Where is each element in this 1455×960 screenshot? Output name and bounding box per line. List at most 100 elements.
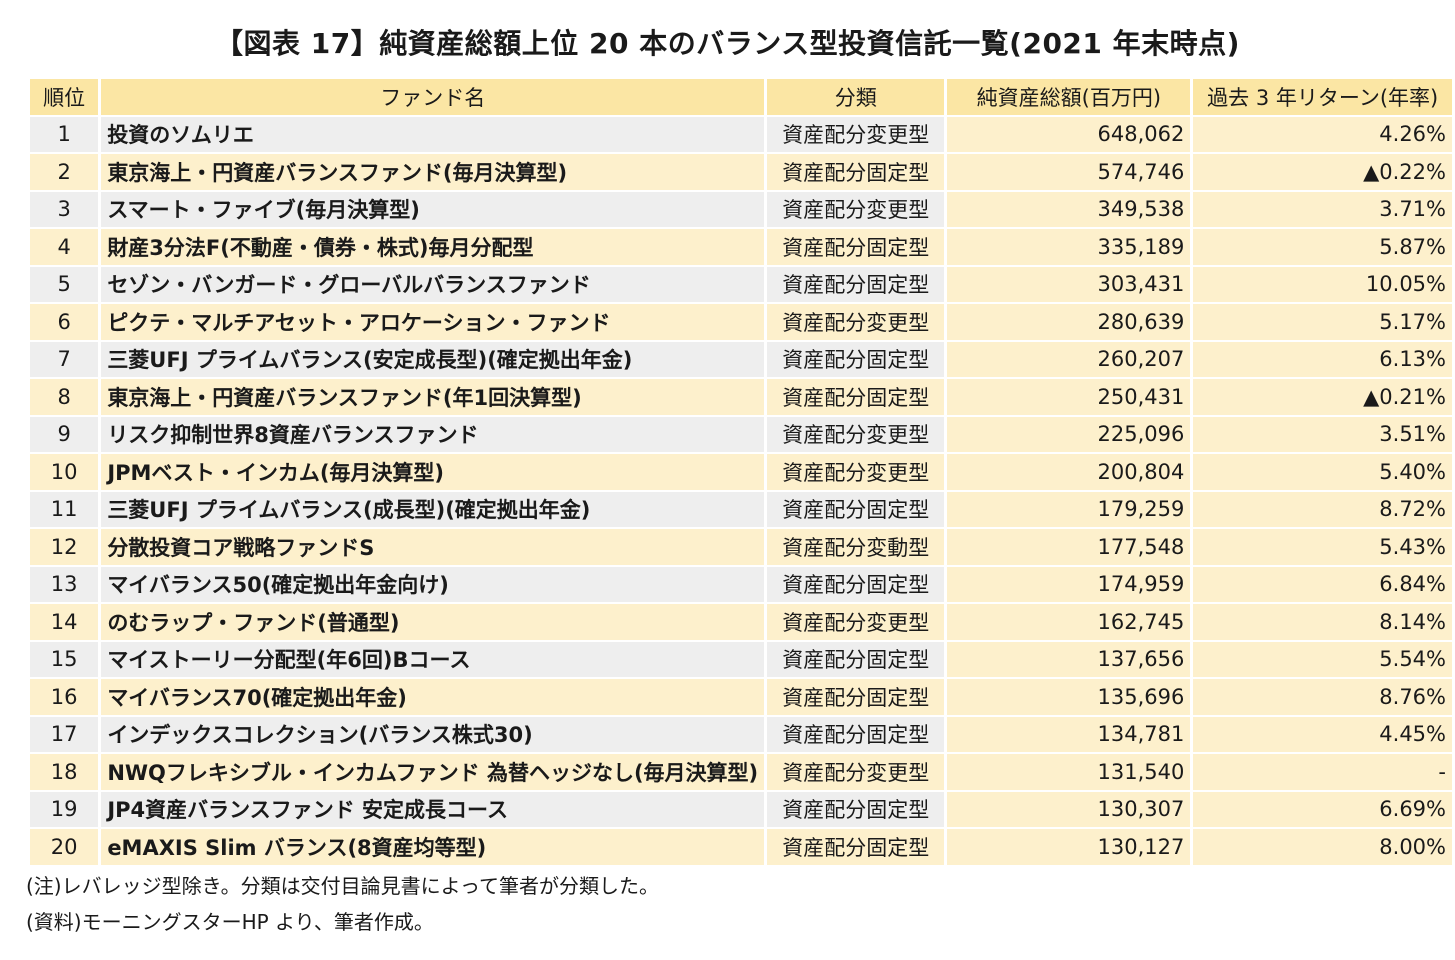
table-row: 8 東京海上・円資産バランスファンド(年1回決算型) 資産配分固定型 250,431 ▲… bbox=[30, 379, 1452, 415]
header-return: 過去 3 年リターン(年率) bbox=[1193, 79, 1452, 115]
return-cell: 5.17% bbox=[1193, 304, 1452, 340]
table-row: 17 インデックスコレクション(バランス株式30) 資産配分固定型 134,781 4.… bbox=[30, 716, 1452, 752]
fund-name-cell: 三菱UFJ プライムバランス(安定成長型)(確定拠出年金) bbox=[101, 341, 765, 377]
category-cell: 資産配分固定型 bbox=[767, 379, 945, 415]
fund-name-cell: 東京海上・円資産バランスファンド(年1回決算型) bbox=[101, 379, 765, 415]
category-cell: 資産配分変更型 bbox=[767, 754, 945, 790]
net-assets-cell: 177,548 bbox=[947, 529, 1191, 565]
category-cell: 資産配分固定型 bbox=[767, 791, 945, 827]
category-cell: 資産配分固定型 bbox=[767, 566, 945, 602]
rank-cell: 12 bbox=[30, 529, 99, 565]
return-cell: 6.13% bbox=[1193, 341, 1452, 377]
fund-name-cell: セゾン・バンガード・グローバルバランスファンド bbox=[101, 266, 765, 302]
table-row: 5 セゾン・バンガード・グローバルバランスファンド 資産配分固定型 303,431 10… bbox=[30, 266, 1452, 302]
return-cell: - bbox=[1193, 754, 1452, 790]
table-row: 19 JP4資産バランスファンド 安定成長コース 資産配分固定型 130,307 6.6… bbox=[30, 791, 1452, 827]
return-cell: 8.72% bbox=[1193, 491, 1452, 527]
table-row: 11 三菱UFJ プライムバランス(成長型)(確定拠出年金) 資産配分固定型 179,… bbox=[30, 491, 1452, 527]
rank-cell: 13 bbox=[30, 566, 99, 602]
return-cell: ▲0.22% bbox=[1193, 154, 1452, 190]
fund-name-cell: 東京海上・円資産バランスファンド(毎月決算型) bbox=[101, 154, 765, 190]
category-cell: 資産配分変更型 bbox=[767, 416, 945, 452]
page-title: 【図表 17】純資産総額上位 20 本のバランス型投資信託一覧(2021 年末時… bbox=[215, 27, 1240, 60]
net-assets-cell: 135,696 bbox=[947, 679, 1191, 715]
category-cell: 資産配分変更型 bbox=[767, 191, 945, 227]
header-net-assets: 純資産総額(百万円) bbox=[947, 79, 1191, 115]
rank-cell: 9 bbox=[30, 416, 99, 452]
table-row: 10 JPMベスト・インカム(毎月決算型) 資産配分変更型 200,804 5.40% bbox=[30, 454, 1452, 490]
footnote: (注)レバレッジ型除き。分類は交付目論見書によって筆者が分類した。 bbox=[26, 874, 660, 898]
table-row: 2 東京海上・円資産バランスファンド(毎月決算型) 資産配分固定型 574,746 ▲0… bbox=[30, 154, 1452, 190]
table-row: 3 スマート・ファイブ(毎月決算型) 資産配分変更型 349,538 3.71% bbox=[30, 191, 1452, 227]
fund-name-cell: eMAXIS Slim バランス(8資産均等型) bbox=[101, 829, 765, 865]
return-cell: 5.43% bbox=[1193, 529, 1452, 565]
category-cell: 資産配分固定型 bbox=[767, 154, 945, 190]
fund-name-cell: インデックスコレクション(バランス株式30) bbox=[101, 716, 765, 752]
net-assets-cell: 200,804 bbox=[947, 454, 1191, 490]
rank-cell: 19 bbox=[30, 791, 99, 827]
fund-name-cell: NWQフレキシブル・インカムファンド 為替ヘッジなし(毎月決算型) bbox=[101, 754, 765, 790]
return-cell: 3.51% bbox=[1193, 416, 1452, 452]
table-row: 7 三菱UFJ プライムバランス(安定成長型)(確定拠出年金) 資産配分固定型 260… bbox=[30, 341, 1452, 377]
category-cell: 資産配分変更型 bbox=[767, 304, 945, 340]
rank-cell: 7 bbox=[30, 341, 99, 377]
category-cell: 資産配分変更型 bbox=[767, 454, 945, 490]
table-row: 12 分散投資コア戦略ファンドS 資産配分変動型 177,548 5.43% bbox=[30, 529, 1452, 565]
return-cell: 5.40% bbox=[1193, 454, 1452, 490]
rank-cell: 14 bbox=[30, 604, 99, 640]
net-assets-cell: 335,189 bbox=[947, 229, 1191, 265]
table-row: 16 マイバランス70(確定拠出年金) 資産配分固定型 135,696 8.76% bbox=[30, 679, 1452, 715]
fund-name-cell: のむラップ・ファンド(普通型) bbox=[101, 604, 765, 640]
table-row: 15 マイストーリー分配型(年6回)Bコース 資産配分固定型 137,656 5.54% bbox=[30, 641, 1452, 677]
rank-cell: 8 bbox=[30, 379, 99, 415]
net-assets-cell: 225,096 bbox=[947, 416, 1191, 452]
net-assets-cell: 349,538 bbox=[947, 191, 1191, 227]
category-cell: 資産配分変更型 bbox=[767, 116, 945, 152]
net-assets-cell: 162,745 bbox=[947, 604, 1191, 640]
rank-cell: 17 bbox=[30, 716, 99, 752]
net-assets-cell: 131,540 bbox=[947, 754, 1191, 790]
header-fund-name: ファンド名 bbox=[101, 79, 765, 115]
net-assets-cell: 303,431 bbox=[947, 266, 1191, 302]
fund-name-cell: JP4資産バランスファンド 安定成長コース bbox=[101, 791, 765, 827]
rank-cell: 16 bbox=[30, 679, 99, 715]
table-body: 1 投資のソムリエ 資産配分変更型 648,062 4.26% 2 東京海上・円資産バランス… bbox=[30, 116, 1452, 865]
net-assets-cell: 137,656 bbox=[947, 641, 1191, 677]
header-rank: 順位 bbox=[30, 79, 99, 115]
rank-cell: 18 bbox=[30, 754, 99, 790]
category-cell: 資産配分固定型 bbox=[767, 491, 945, 527]
return-cell: 6.69% bbox=[1193, 791, 1452, 827]
net-assets-cell: 250,431 bbox=[947, 379, 1191, 415]
return-cell: 4.26% bbox=[1193, 116, 1452, 152]
rank-cell: 3 bbox=[30, 191, 99, 227]
rank-cell: 5 bbox=[30, 266, 99, 302]
table-row: 6 ピクテ・マルチアセット・アロケーション・ファンド 資産配分変更型 280,639 5… bbox=[30, 304, 1452, 340]
category-cell: 資産配分固定型 bbox=[767, 641, 945, 677]
return-cell: 6.84% bbox=[1193, 566, 1452, 602]
net-assets-cell: 134,781 bbox=[947, 716, 1191, 752]
rank-cell: 1 bbox=[30, 116, 99, 152]
table-row: 13 マイバランス50(確定拠出年金向け) 資産配分固定型 174,959 6.84% bbox=[30, 566, 1452, 602]
net-assets-cell: 130,127 bbox=[947, 829, 1191, 865]
return-cell: 5.87% bbox=[1193, 229, 1452, 265]
category-cell: 資産配分変更型 bbox=[767, 604, 945, 640]
return-cell: ▲0.21% bbox=[1193, 379, 1452, 415]
return-cell: 8.76% bbox=[1193, 679, 1452, 715]
net-assets-cell: 648,062 bbox=[947, 116, 1191, 152]
rank-cell: 2 bbox=[30, 154, 99, 190]
fund-name-cell: 投資のソムリエ bbox=[101, 116, 765, 152]
net-assets-cell: 260,207 bbox=[947, 341, 1191, 377]
net-assets-cell: 574,746 bbox=[947, 154, 1191, 190]
table-header-row: 順位 ファンド名 分類 純資産総額(百万円) 過去 3 年リターン(年率) bbox=[30, 79, 1452, 115]
table-row: 20 eMAXIS Slim バランス(8資産均等型) 資産配分固定型 130,127… bbox=[30, 829, 1452, 865]
fund-name-cell: マイストーリー分配型(年6回)Bコース bbox=[101, 641, 765, 677]
rank-cell: 11 bbox=[30, 491, 99, 527]
header-category: 分類 bbox=[767, 79, 945, 115]
source-note: (資料)モーニングスターHP より、筆者作成。 bbox=[26, 910, 434, 934]
fund-name-cell: リスク抑制世界8資産バランスファンド bbox=[101, 416, 765, 452]
net-assets-cell: 280,639 bbox=[947, 304, 1191, 340]
fund-name-cell: マイバランス50(確定拠出年金向け) bbox=[101, 566, 765, 602]
fund-name-cell: 分散投資コア戦略ファンドS bbox=[101, 529, 765, 565]
table-row: 18 NWQフレキシブル・インカムファンド 為替ヘッジなし(毎月決算型) 資産配分変… bbox=[30, 754, 1452, 790]
